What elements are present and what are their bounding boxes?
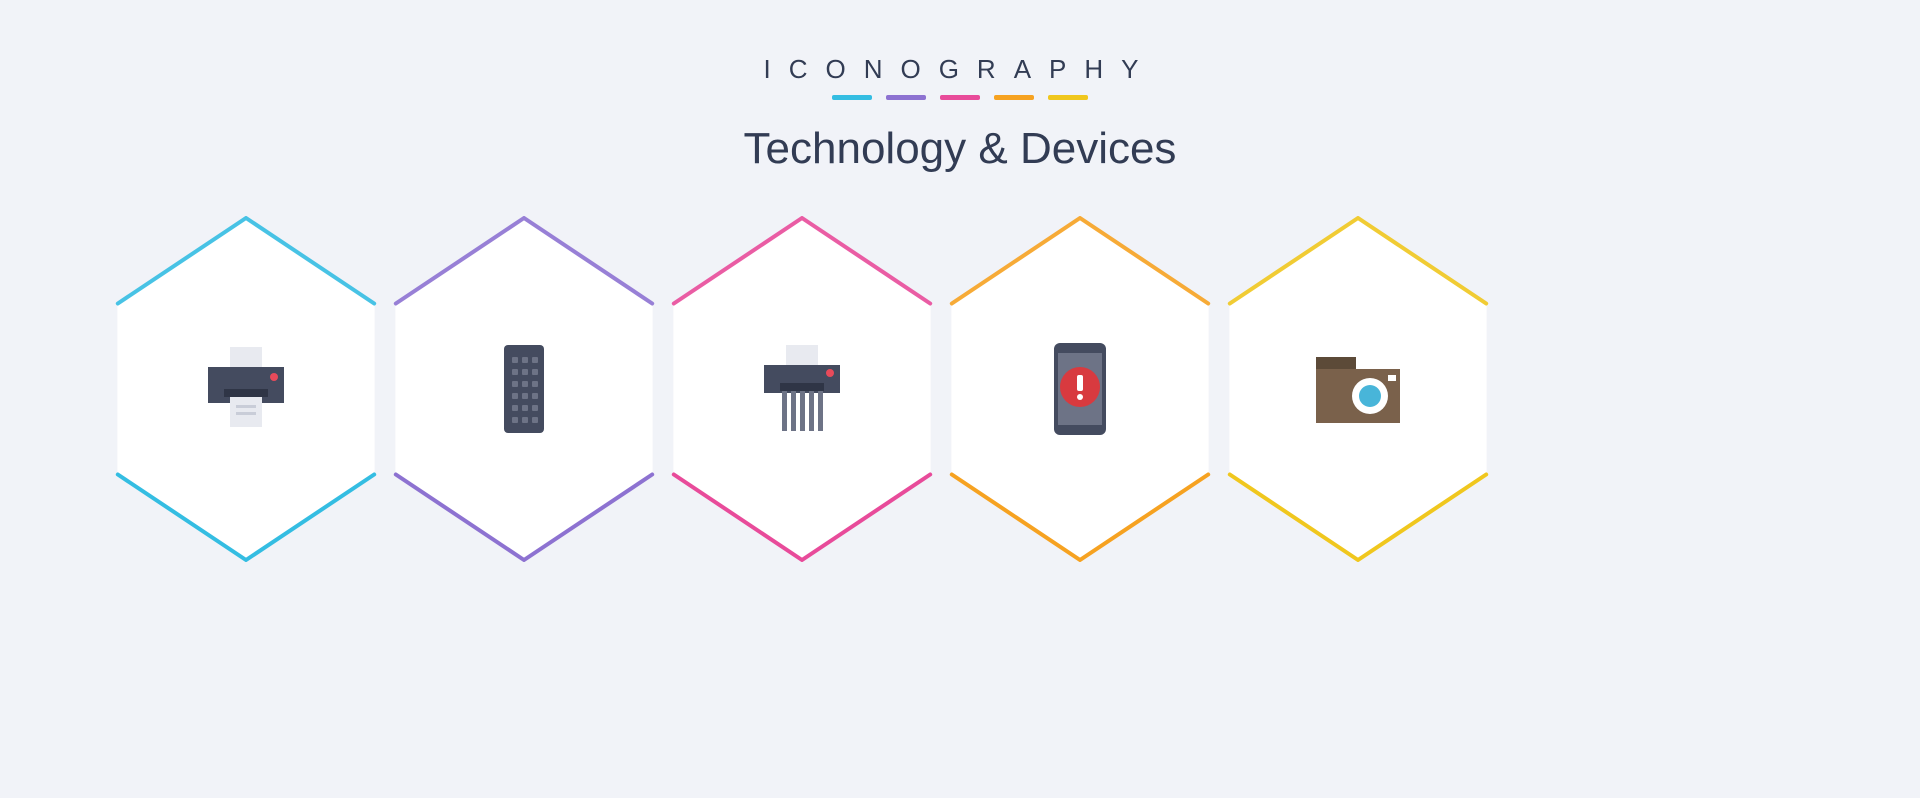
camera-icon: [1298, 329, 1418, 449]
category-subtitle: Technology & Devices: [0, 124, 1920, 174]
hexagon-content: [652, 216, 952, 562]
shredder-icon: [742, 329, 862, 449]
hexagon-tile: [652, 216, 952, 562]
hexagon-content: [1208, 216, 1508, 562]
hexagon-icon-row: [0, 216, 1920, 636]
hexagon-tile: [374, 216, 674, 562]
accent-underline-row: [0, 95, 1920, 100]
accent-underline-segment: [1048, 95, 1088, 100]
accent-underline-segment: [940, 95, 980, 100]
hexagon-tile: [930, 216, 1230, 562]
printer-icon: [186, 329, 306, 449]
accent-underline-segment: [994, 95, 1034, 100]
hexagon-tile: [96, 216, 396, 562]
phone-alert-icon: [1020, 329, 1140, 449]
header: ICONOGRAPHY Technology & Devices: [0, 0, 1920, 174]
accent-underline-segment: [832, 95, 872, 100]
brand-title: ICONOGRAPHY: [0, 54, 1920, 85]
hexagon-tile: [1208, 216, 1508, 562]
accent-underline-segment: [886, 95, 926, 100]
remote-icon: [464, 329, 584, 449]
hexagon-content: [374, 216, 674, 562]
hexagon-content: [930, 216, 1230, 562]
hexagon-content: [96, 216, 396, 562]
